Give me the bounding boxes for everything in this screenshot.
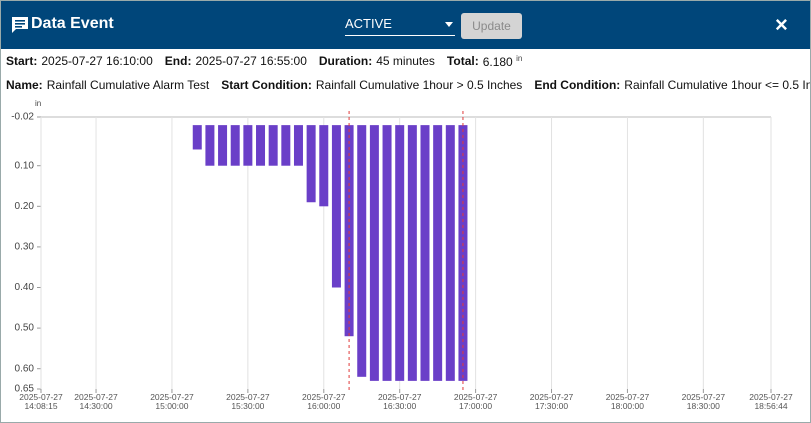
bar — [268, 125, 278, 166]
y-tick-label: 0.10 — [15, 160, 35, 171]
x-tick-label: 2025-07-27 18:56:44 — [749, 392, 793, 411]
bar — [395, 125, 405, 381]
label: Start: — [6, 54, 38, 68]
bar — [344, 125, 354, 337]
info-row: Start: 2025-07-27 16:10:00 End: 2025-07-27… — [6, 54, 522, 69]
x-tick-label: 2025-07-27 14:30:00 — [74, 392, 118, 411]
unit: in — [516, 54, 523, 63]
bar — [256, 125, 266, 166]
bar — [281, 125, 291, 166]
y-tick-label: 0.65 — [15, 384, 35, 395]
x-tick-label: 2025-07-27 17:30:00 — [529, 392, 574, 411]
status-select[interactable]: ACTIVE — [345, 16, 455, 36]
dialog-header: Data Event ACTIVE Update × — [1, 1, 810, 49]
label: Total: — [446, 54, 479, 68]
chat-icon — [12, 17, 28, 33]
bar — [382, 125, 392, 381]
value: 45 minutes — [376, 54, 435, 68]
label: End: — [164, 54, 192, 68]
close-button[interactable]: × — [775, 12, 788, 37]
bar — [230, 125, 240, 166]
x-tick-label: 2025-07-27 18:00:00 — [605, 392, 650, 411]
x-tick-label: 2025-07-27 16:00:00 — [302, 392, 346, 411]
x-tick-label: 2025-07-27 15:30:00 — [226, 392, 270, 411]
x-tick-label: 2025-07-27 14:08:15 — [19, 392, 63, 411]
value: 6.180 in — [483, 54, 523, 69]
bar — [243, 125, 253, 166]
y-tick-label: 0.30 — [15, 242, 35, 253]
update-button[interactable]: Update — [461, 13, 522, 39]
value: Rainfall Cumulative 1hour <= 0.5 Inches — [624, 78, 810, 92]
info-row: Name: Rainfall Cumulative Alarm Test Star… — [6, 78, 810, 92]
y-tick-label: -0.02 — [11, 112, 34, 123]
total: 6.180 — [482, 55, 513, 69]
value: 2025-07-27 16:55:00 — [195, 54, 307, 68]
dialog-title: Data Event — [31, 15, 114, 32]
bar — [369, 125, 379, 381]
bar — [192, 125, 202, 150]
x-tick-label: 2025-07-27 18:30:00 — [681, 392, 726, 411]
bar — [357, 125, 367, 377]
bar — [293, 125, 303, 166]
bar — [218, 125, 228, 166]
bar — [433, 125, 443, 381]
value: Rainfall Cumulative Alarm Test — [46, 78, 210, 92]
bar — [407, 125, 417, 381]
y-tick-label: 0.50 — [15, 323, 35, 334]
select-arrow — [445, 22, 453, 27]
value: 2025-07-27 16:10:00 — [41, 54, 153, 68]
bar — [420, 125, 430, 381]
label: Start Condition: — [221, 78, 312, 92]
x-tick-label: 2025-07-27 16:30:00 — [377, 392, 422, 411]
bar — [458, 125, 468, 381]
bar — [205, 125, 215, 166]
x-tick-label: 2025-07-27 15:00:00 — [150, 392, 194, 411]
bar — [331, 125, 341, 288]
bar — [306, 125, 316, 203]
label: Name: — [6, 78, 43, 92]
y-tick-label: 0.40 — [15, 282, 35, 293]
bar — [319, 125, 329, 207]
label: Duration: — [318, 54, 373, 68]
y-tick-label: 0.20 — [15, 201, 35, 212]
label: End Condition: — [534, 78, 621, 92]
x-tick-label: 2025-07-27 17:00:00 — [453, 392, 498, 411]
y-tick-label: 0.60 — [15, 363, 35, 374]
y-axis-label: in — [35, 99, 41, 108]
value: Rainfall Cumulative 1hour > 0.5 Inches — [315, 78, 523, 92]
bar — [445, 125, 455, 381]
